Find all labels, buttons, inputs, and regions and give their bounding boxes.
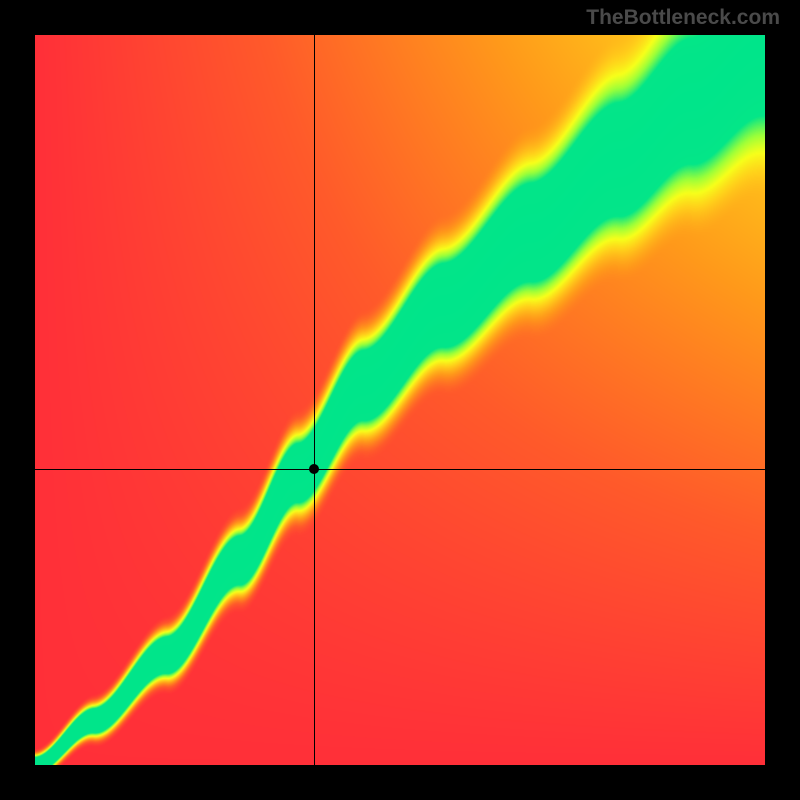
bottleneck-heatmap xyxy=(35,35,765,765)
heatmap-canvas xyxy=(35,35,765,765)
watermark: TheBottleneck.com xyxy=(586,6,780,30)
crosshair-horizontal xyxy=(35,469,765,470)
crosshair-marker xyxy=(309,464,319,474)
crosshair-vertical xyxy=(314,35,315,765)
